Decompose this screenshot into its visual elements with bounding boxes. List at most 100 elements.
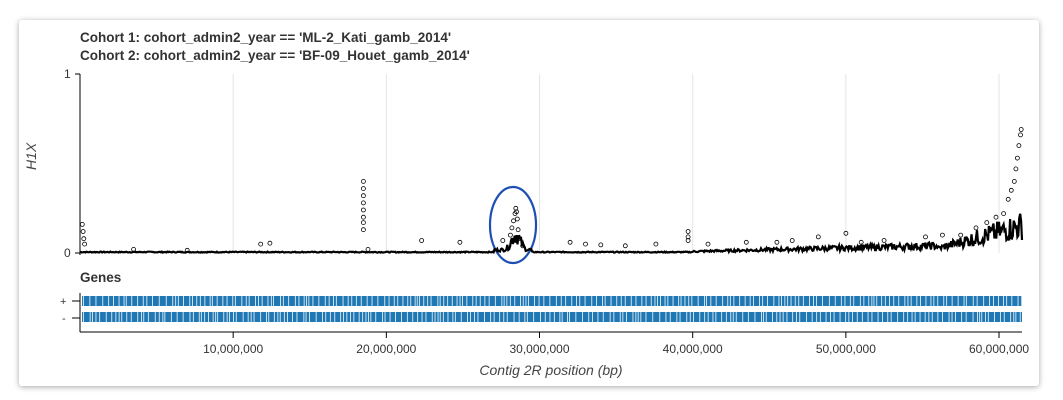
gene-gap	[506, 312, 508, 322]
gene-gap	[192, 312, 194, 322]
gene-gap	[467, 312, 468, 322]
data-point	[685, 238, 691, 243]
gene-gap	[503, 296, 505, 306]
gene-gap	[767, 296, 768, 306]
gene-gap	[233, 312, 234, 322]
gene-gap	[303, 296, 305, 306]
data-point	[1016, 143, 1022, 148]
gene-gap	[761, 312, 762, 322]
gene-gap	[721, 312, 723, 322]
data-point	[789, 238, 795, 243]
gene-gap	[907, 296, 909, 306]
y-tick-label-0: 0	[64, 246, 71, 260]
gene-gap	[1011, 296, 1013, 306]
gene-gap	[533, 312, 535, 322]
gene-gap	[232, 296, 234, 306]
gene-gap	[965, 312, 967, 322]
gene-gap	[549, 312, 551, 322]
strand-minus-label: -	[62, 313, 66, 325]
gene-gap	[514, 296, 516, 306]
gene-gap	[503, 312, 505, 322]
gene-gap	[475, 296, 477, 306]
gene-gap	[739, 296, 741, 306]
gene-gap	[182, 312, 184, 322]
gene-gap	[430, 296, 432, 306]
gene-gap	[706, 296, 707, 306]
gene-gap	[217, 312, 219, 322]
gene-gap	[725, 312, 727, 322]
gene-gap	[693, 312, 694, 322]
gene-gap	[229, 312, 230, 322]
gene-gap	[165, 296, 167, 306]
gene-gap	[95, 312, 97, 322]
gene-gap	[306, 296, 307, 306]
gene-gap	[407, 296, 409, 306]
gene-gap	[907, 312, 909, 322]
gene-gap	[749, 296, 751, 306]
data-point	[184, 247, 190, 253]
gene-gap	[898, 296, 900, 306]
gene-gap	[423, 296, 425, 306]
gene-gap	[460, 312, 462, 322]
gene-gap	[697, 296, 699, 306]
data-point	[360, 193, 366, 199]
gene-gap	[640, 312, 642, 322]
gene-gap	[146, 296, 148, 306]
y-tick-label-1: 1	[64, 67, 71, 81]
gene-gap	[99, 312, 101, 322]
gene-gap	[575, 312, 577, 322]
data-point	[79, 221, 85, 227]
gene-gap	[401, 312, 402, 322]
data-point	[653, 241, 659, 247]
gene-gap	[437, 296, 439, 306]
gene-gap	[730, 312, 732, 322]
gene-gap	[559, 312, 561, 322]
gene-gap	[456, 296, 458, 306]
gene-gap	[143, 312, 145, 322]
gene-gap	[1019, 312, 1021, 322]
gene-gap	[362, 312, 364, 322]
gene-gap	[963, 296, 965, 306]
gene-gap	[910, 296, 912, 306]
x-tick-label: 10,000,000	[203, 342, 263, 356]
gene-gap	[121, 312, 123, 322]
gene-strand-minus	[82, 312, 1022, 322]
gene-gap	[830, 312, 831, 322]
gene-gap	[877, 312, 879, 322]
gene-gap	[425, 312, 427, 322]
gene-gap	[844, 296, 846, 306]
gene-gap	[678, 296, 680, 306]
gene-gap	[328, 296, 330, 306]
data-point	[958, 232, 964, 238]
gene-gap	[402, 296, 404, 306]
gene-gap	[781, 296, 782, 306]
gene-gap	[704, 312, 706, 322]
gene-gap	[816, 296, 817, 306]
gene-gap	[848, 312, 850, 322]
x-tick-label: 20,000,000	[356, 342, 416, 356]
gene-gap	[261, 296, 263, 306]
gene-gap	[873, 296, 875, 306]
data-point	[360, 207, 366, 213]
gene-gap	[733, 296, 735, 306]
gene-gap	[919, 312, 921, 322]
gene-gap	[360, 296, 362, 306]
gene-gap	[933, 296, 935, 306]
gene-gap	[315, 312, 317, 322]
gene-gap	[141, 312, 142, 322]
gene-gap	[852, 312, 853, 322]
gene-gap	[1021, 296, 1023, 306]
gene-gap	[925, 296, 927, 306]
gene-gap	[762, 296, 764, 306]
gene-gap	[215, 312, 217, 322]
gene-gap	[494, 296, 496, 306]
gene-gap	[845, 312, 847, 322]
gene-gap	[626, 312, 627, 322]
gene-gap	[942, 312, 943, 322]
gene-gap	[859, 296, 861, 306]
gene-gap	[384, 296, 386, 306]
gene-gap	[196, 296, 198, 306]
gene-gap	[588, 312, 590, 322]
gene-gap	[329, 312, 331, 322]
gene-gap	[412, 312, 414, 322]
